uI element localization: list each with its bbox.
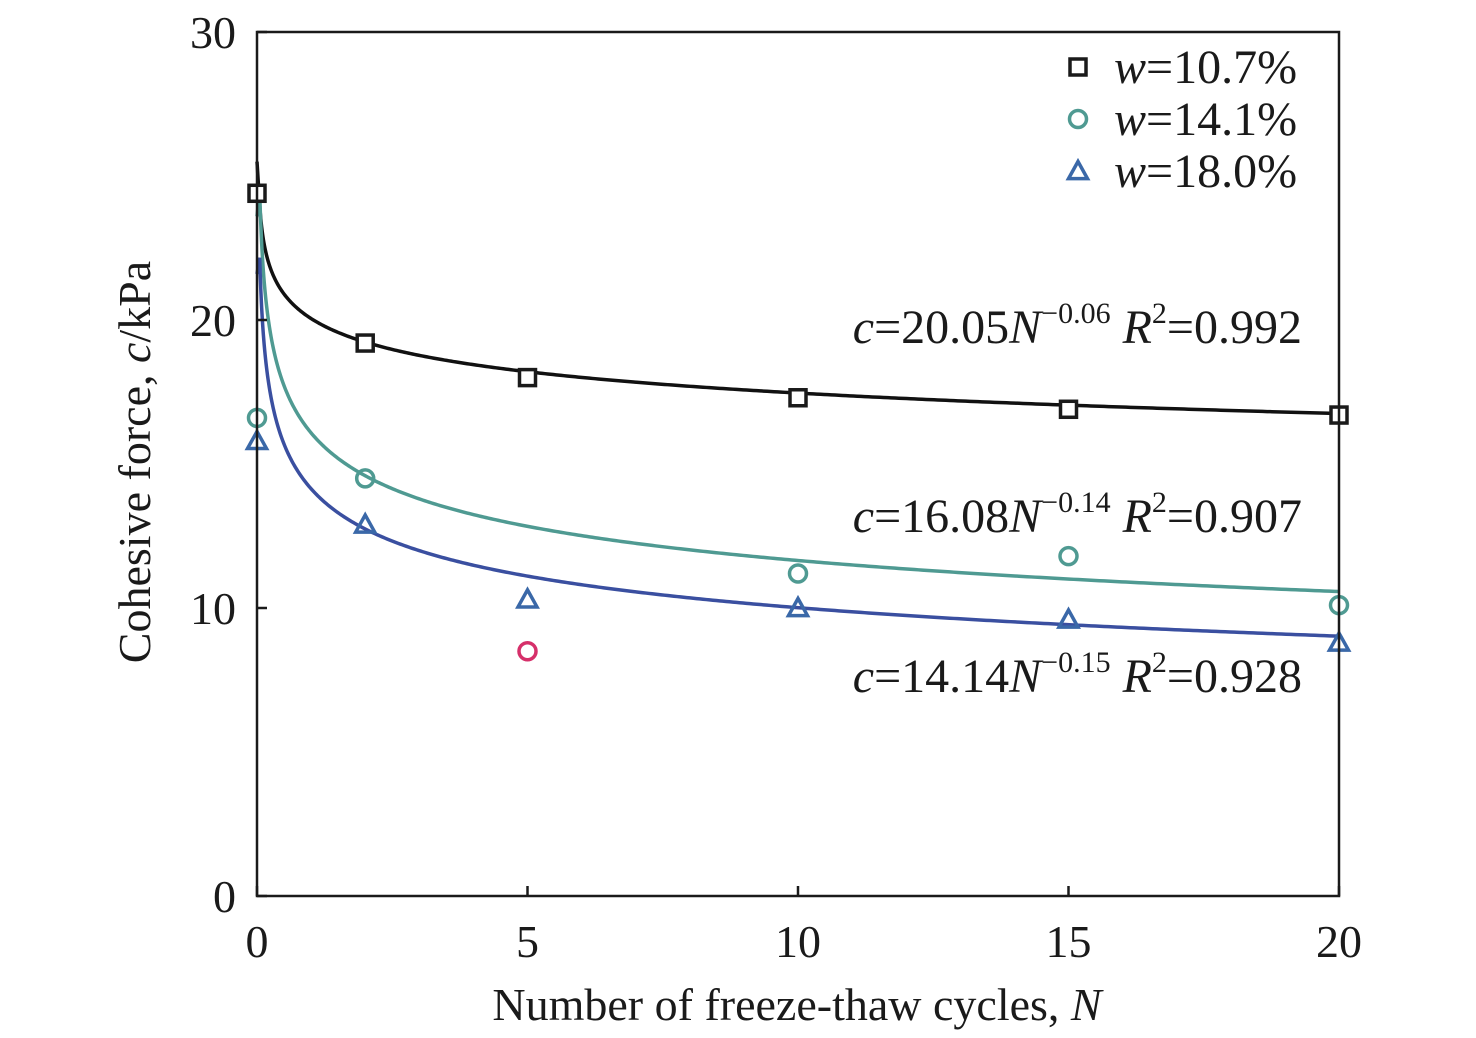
y-tick-label: 10 [190, 583, 236, 634]
y-tick-label: 30 [190, 7, 236, 58]
y-axis-title-var: c [109, 343, 160, 363]
data-point-series-1 [355, 333, 375, 353]
fit-curve-1 [255, 161, 1340, 416]
fit-curve-2 [255, 191, 1340, 594]
data-point-series-3 [1056, 606, 1081, 629]
data-point-series-1 [517, 367, 538, 388]
data-point-series-2 [1058, 545, 1079, 567]
fit-curve-3 [255, 257, 1340, 638]
fit-equation-3: c=14.14N−0.15 R2=0.928 [853, 646, 1302, 703]
x-axis-title-text: Number of freeze-thaw cycles, [492, 979, 1071, 1030]
data-point-series-3 [515, 586, 540, 609]
y-axis: 0 10 20 30 [190, 7, 267, 922]
data-point-series-3 [785, 594, 811, 618]
y-axis-title: Cohesive force, c/kPa [109, 261, 160, 663]
x-tick-label: 5 [516, 916, 539, 967]
x-tick-label: 0 [246, 916, 269, 967]
x-tick-label: 10 [775, 916, 821, 967]
y-tick-label: 0 [213, 871, 236, 922]
x-axis: 0 5 10 15 20 [246, 886, 1362, 967]
plot-layer [244, 30, 1352, 898]
x-axis-title: Number of freeze-thaw cycles, N [492, 979, 1104, 1030]
legend-marker-3 [1065, 157, 1091, 181]
legend-marker-1 [1068, 57, 1088, 77]
data-point-series-2 [354, 468, 376, 489]
data-point-outlier [517, 640, 538, 662]
legend-marker-2 [1067, 108, 1089, 130]
legend-label-2: w=14.1% [1114, 93, 1297, 146]
y-axis-title-unit: /kPa [109, 261, 160, 343]
x-tick-label: 20 [1316, 916, 1362, 967]
legend-label-1: w=10.7% [1114, 41, 1297, 94]
y-axis-title-text: Cohesive force, [109, 363, 160, 663]
fit-equation-1: c=20.05N−0.06 R2=0.992 [853, 297, 1302, 354]
x-tick-label: 15 [1046, 916, 1092, 967]
x-axis-title-var: N [1070, 979, 1104, 1030]
data-point-series-1 [1058, 399, 1079, 420]
fit-equation-2: c=16.08N−0.14 R2=0.907 [853, 486, 1302, 543]
data-point-series-2 [787, 563, 809, 584]
legend-label-3: w=18.0% [1114, 145, 1297, 198]
data-point-series-1 [788, 388, 808, 408]
fit-equations: c=20.05N−0.06 R2=0.992 c=16.08N−0.14 R2=0… [853, 297, 1302, 703]
data-point-series-3 [352, 511, 378, 534]
legend: w=10.7%w=14.1%w=18.0% [1065, 41, 1297, 198]
y-tick-label: 20 [190, 295, 236, 346]
